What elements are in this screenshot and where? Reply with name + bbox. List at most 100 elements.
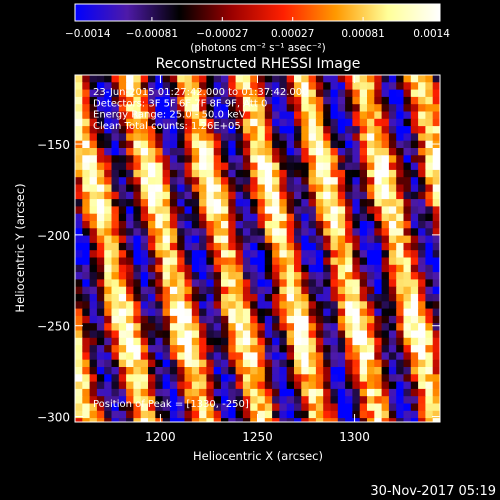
heatmap-cell — [352, 418, 361, 422]
heatmap-cell — [104, 279, 113, 288]
heatmap-cell — [432, 294, 440, 302]
heatmap-cell — [403, 308, 412, 317]
heatmap-cell — [410, 191, 419, 200]
heatmap-cell — [374, 221, 383, 229]
heatmap-cell — [381, 272, 390, 280]
heatmap-cell — [82, 148, 91, 156]
heatmap-cell — [403, 221, 412, 229]
heatmap-cell — [323, 330, 332, 339]
heatmap-cell — [221, 133, 229, 142]
heatmap-cell — [213, 345, 222, 353]
heatmap-cell — [184, 82, 193, 91]
heatmap-cell — [294, 221, 302, 229]
heatmap-cell — [381, 177, 390, 186]
heatmap-cell — [162, 111, 171, 120]
heatmap-cell — [155, 206, 164, 215]
heatmap-cell — [104, 250, 113, 259]
heatmap-cell — [177, 199, 186, 207]
heatmap-cell — [374, 352, 383, 361]
heatmap-cell — [337, 381, 346, 390]
heatmap-cell — [155, 403, 164, 412]
heatmap-cell — [184, 140, 193, 149]
heatmap-cell — [410, 228, 419, 237]
heatmap-cell — [221, 403, 229, 412]
heatmap-cell — [148, 82, 156, 91]
heatmap-cell — [140, 177, 149, 186]
heatmap-cell — [162, 396, 171, 405]
heatmap-cell — [410, 272, 419, 280]
heatmap-cell — [104, 396, 113, 405]
heatmap-cell — [403, 191, 412, 200]
heatmap-cell — [308, 221, 317, 229]
heatmap-cell — [155, 221, 164, 229]
heatmap-cell — [221, 228, 229, 237]
heatmap-cell — [257, 82, 266, 91]
heatmap-cell — [199, 337, 207, 346]
heatmap-cell — [381, 374, 390, 383]
heatmap-cell — [359, 184, 368, 193]
heatmap-cell — [199, 294, 207, 302]
heatmap-cell — [250, 418, 259, 422]
heatmap-cell — [418, 279, 426, 288]
heatmap-cell — [148, 206, 156, 215]
heatmap-cell — [330, 199, 339, 207]
heatmap-cell — [294, 294, 302, 302]
heatmap-cell — [140, 374, 149, 383]
heatmap-cell — [206, 272, 215, 280]
heatmap-cell — [199, 235, 207, 244]
heatmap-cell — [403, 133, 412, 142]
heatmap-cell — [162, 301, 171, 310]
heatmap-cell — [352, 191, 361, 200]
heatmap-cell — [104, 257, 113, 266]
heatmap-cell — [425, 75, 434, 83]
heatmap-cell — [367, 418, 375, 422]
heatmap-cell — [388, 272, 397, 280]
heatmap-cell — [228, 199, 237, 207]
heatmap-cell — [140, 133, 149, 142]
heatmap-cell — [206, 301, 215, 310]
heatmap-cell — [104, 381, 113, 390]
heatmap-cell — [315, 323, 324, 332]
heatmap-cell — [206, 279, 215, 288]
heatmap-cell — [242, 403, 251, 412]
heatmap-cell — [352, 155, 361, 164]
heatmap-cell — [162, 403, 171, 412]
heatmap-cell — [184, 279, 193, 288]
heatmap-cell — [89, 308, 98, 317]
heatmap-cell — [177, 221, 186, 229]
heatmap-cell — [184, 352, 193, 361]
heatmap-cell — [126, 403, 134, 412]
heatmap-cell — [264, 96, 273, 105]
heatmap-cell — [264, 359, 273, 368]
heatmap-cell — [381, 155, 390, 164]
heatmap-cell — [315, 213, 324, 222]
heatmap-cell — [308, 388, 317, 397]
heatmap-cell — [337, 345, 346, 353]
heatmap-cell — [359, 199, 368, 207]
heatmap-cell — [213, 89, 222, 98]
heatmap-cell — [162, 118, 171, 127]
heatmap-cell — [432, 374, 440, 383]
heatmap-cell — [242, 177, 251, 186]
heatmap-cell — [425, 337, 434, 346]
heatmap-cell — [359, 257, 368, 266]
heatmap-cell — [272, 169, 280, 178]
heatmap-cell — [199, 162, 207, 171]
heatmap-cell — [140, 140, 149, 149]
heatmap-cell — [264, 213, 273, 222]
heatmap-cell — [148, 155, 156, 164]
heatmap-cell — [75, 352, 83, 361]
heatmap-cell — [410, 403, 419, 412]
heatmap-cell — [410, 367, 419, 375]
heatmap-cell — [242, 374, 251, 383]
heatmap-cell — [272, 308, 280, 317]
heatmap-cell — [82, 301, 91, 310]
heatmap-cell — [169, 177, 178, 186]
heatmap-cell — [242, 279, 251, 288]
heatmap-cell — [264, 315, 273, 324]
heatmap-cell — [242, 235, 251, 244]
heatmap-cell — [199, 133, 207, 142]
heatmap-cell — [294, 345, 302, 353]
heatmap-cell — [410, 418, 419, 422]
heatmap-cell — [162, 96, 171, 105]
